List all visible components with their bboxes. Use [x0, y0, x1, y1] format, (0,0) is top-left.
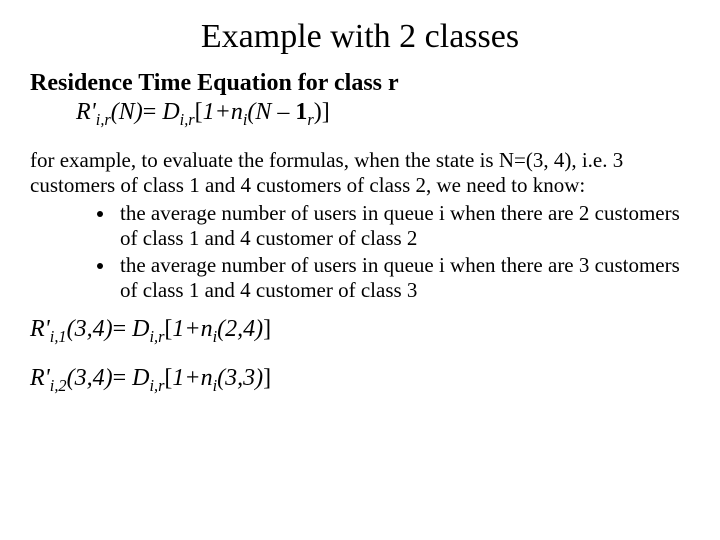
eq-sign: = [113, 365, 127, 391]
var-R: R' [30, 365, 50, 391]
var-D: D [132, 365, 149, 391]
arg-N: (N) [111, 99, 143, 125]
arg-34: (3,4) [67, 365, 113, 391]
arg-34: (3,4) [67, 316, 113, 342]
arg-33: (3,3) [217, 365, 263, 391]
arg-24: (2,4) [217, 316, 263, 342]
one-bold: 1 [295, 99, 307, 125]
minus: – [271, 99, 295, 125]
section-heading: Residence Time Equation for class r [30, 70, 690, 97]
sub-i2: i,2 [50, 376, 67, 395]
bracket-l: [ [195, 99, 203, 125]
bracket-r: ] [263, 316, 271, 342]
sub-ir-D: i,r [180, 110, 195, 129]
list-item: the average number of users in queue i w… [116, 201, 690, 251]
slide-container: Example with 2 classes Residence Time Eq… [0, 0, 720, 424]
arg-N2: (N [247, 99, 271, 125]
sub-ir: i,r [149, 376, 164, 395]
sub-ir: i,r [149, 327, 164, 346]
slide-title: Example with 2 classes [30, 18, 690, 56]
formula-2: R'i,2(3,4)= Di,r[1+ni(3,3)] [30, 365, 690, 396]
sub-i1: i,1 [50, 327, 67, 346]
var-D: D [132, 316, 149, 342]
eq-sign: = [143, 99, 157, 125]
bullet-list: the average number of users in queue i w… [30, 201, 690, 302]
var-R: R' [76, 99, 96, 125]
bracket-r: ] [263, 365, 271, 391]
eq-sign: = [113, 316, 127, 342]
list-item: the average number of users in queue i w… [116, 253, 690, 303]
formula-general: R'i,r(N)= Di,r[1+ni(N – 1r)] [76, 99, 690, 130]
one-plus-n: 1+n [172, 316, 212, 342]
one-plus-n: 1+n [203, 99, 243, 125]
formula-1: R'i,1(3,4)= Di,r[1+ni(2,4)] [30, 316, 690, 347]
intro-paragraph: for example, to evaluate the formulas, w… [30, 148, 690, 198]
var-R: R' [30, 316, 50, 342]
close-br: )] [314, 99, 330, 125]
sub-ir: i,r [96, 110, 111, 129]
var-D: D [162, 99, 179, 125]
one-plus-n: 1+n [172, 365, 212, 391]
